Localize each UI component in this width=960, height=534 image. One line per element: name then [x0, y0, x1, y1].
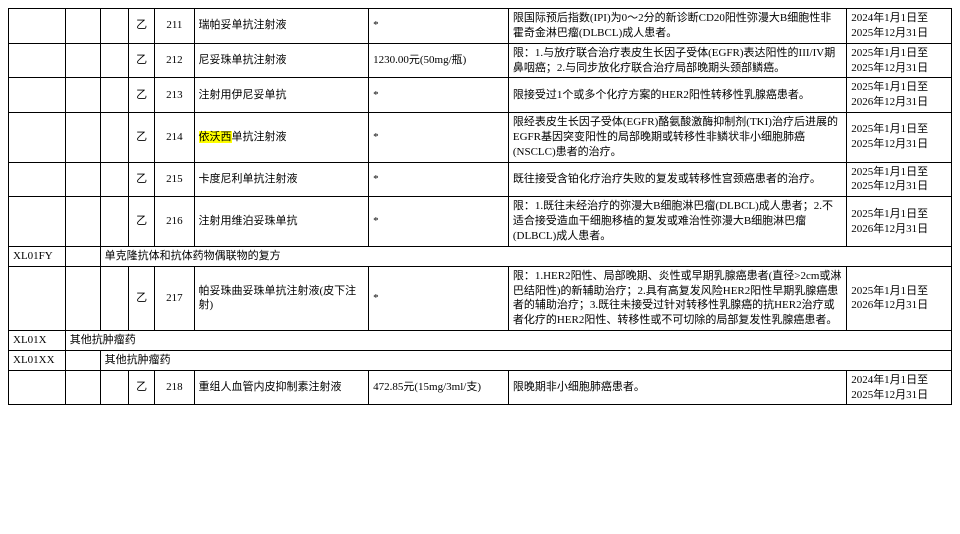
- drug-number: 211: [155, 9, 194, 44]
- cell-empty: [65, 266, 100, 330]
- drug-price: *: [369, 266, 509, 330]
- drug-catalog-table: 乙211瑞帕妥单抗注射液*限国际预后指数(IPI)为0～2分的新诊断CD20阳性…: [8, 8, 952, 405]
- drug-price: *: [369, 197, 509, 247]
- drug-validity-date: 2024年1月1日至2025年12月31日: [847, 370, 952, 405]
- cell-empty: [65, 370, 100, 405]
- drug-restriction: 限：1.与放疗联合治疗表皮生长因子受体(EGFR)表达阳性的III/IV期鼻咽癌…: [508, 43, 846, 78]
- drug-class: 乙: [129, 9, 155, 44]
- cell-empty: [65, 78, 100, 113]
- drug-name: 卡度尼利单抗注射液: [194, 162, 369, 197]
- drug-number: 213: [155, 78, 194, 113]
- drug-validity-date: 2025年1月1日至2026年12月31日: [847, 78, 952, 113]
- cell-empty: [100, 266, 128, 330]
- drug-number: 218: [155, 370, 194, 405]
- cell-empty: [9, 266, 66, 330]
- section-label: 单克隆抗体和抗体药物偶联物的复方: [100, 246, 951, 266]
- cell-empty: [100, 197, 128, 247]
- table-row: 乙212尼妥珠单抗注射液1230.00元(50mg/瓶)限：1.与放疗联合治疗表…: [9, 43, 952, 78]
- drug-class: 乙: [129, 370, 155, 405]
- table-row: 乙218重组人血管内皮抑制素注射液472.85元(15mg/3ml/支)限晚期非…: [9, 370, 952, 405]
- drug-restriction: 限经表皮生长因子受体(EGFR)酪氨酸激酶抑制剂(TKI)治疗后进展的EGFR基…: [508, 113, 846, 163]
- drug-class: 乙: [129, 78, 155, 113]
- drug-validity-date: 2025年1月1日至2026年12月31日: [847, 197, 952, 247]
- cell-empty: [65, 9, 100, 44]
- drug-restriction: 限晚期非小细胞肺癌患者。: [508, 370, 846, 405]
- drug-validity-date: 2025年1月1日至2025年12月31日: [847, 113, 952, 163]
- table-row: XL01FY 单克隆抗体和抗体药物偶联物的复方: [9, 246, 952, 266]
- drug-number: 217: [155, 266, 194, 330]
- drug-class: 乙: [129, 266, 155, 330]
- cell-empty: [9, 9, 66, 44]
- table-row: 乙216注射用维泊妥珠单抗*限：1.既往未经治疗的弥漫大B细胞淋巴瘤(DLBCL…: [9, 197, 952, 247]
- cell-empty: [9, 113, 66, 163]
- drug-restriction: 限：1.HER2阳性、局部晚期、炎性或早期乳腺癌患者(直径>2cm或淋巴结阳性)…: [508, 266, 846, 330]
- table-row: XL01XX 其他抗肿瘤药: [9, 350, 952, 370]
- cell-empty: [65, 43, 100, 78]
- drug-restriction: 既往接受含铂化疗治疗失败的复发或转移性宫颈癌患者的治疗。: [508, 162, 846, 197]
- section-code: XL01FY: [9, 246, 66, 266]
- section-code: XL01XX: [9, 350, 66, 370]
- cell-empty: [65, 197, 100, 247]
- drug-name: 帕妥珠曲妥珠单抗注射液(皮下注射): [194, 266, 369, 330]
- cell-empty: [100, 9, 128, 44]
- table-row: 乙217帕妥珠曲妥珠单抗注射液(皮下注射)*限：1.HER2阳性、局部晚期、炎性…: [9, 266, 952, 330]
- table-row: 乙214依沃西单抗注射液*限经表皮生长因子受体(EGFR)酪氨酸激酶抑制剂(TK…: [9, 113, 952, 163]
- drug-validity-date: 2024年1月1日至2025年12月31日: [847, 9, 952, 44]
- table-row: 乙215卡度尼利单抗注射液*既往接受含铂化疗治疗失败的复发或转移性宫颈癌患者的治…: [9, 162, 952, 197]
- drug-name-suffix: 单抗注射液: [232, 131, 287, 143]
- drug-restriction: 限接受过1个或多个化疗方案的HER2阳性转移性乳腺癌患者。: [508, 78, 846, 113]
- drug-name: 注射用维泊妥珠单抗: [194, 197, 369, 247]
- drug-price: *: [369, 9, 509, 44]
- drug-class: 乙: [129, 197, 155, 247]
- drug-number: 215: [155, 162, 194, 197]
- drug-restriction: 限国际预后指数(IPI)为0～2分的新诊断CD20阳性弥漫大B细胞性非霍奇金淋巴…: [508, 9, 846, 44]
- table-row: XL01X其他抗肿瘤药: [9, 331, 952, 351]
- drug-class: 乙: [129, 113, 155, 163]
- drug-validity-date: 2025年1月1日至2025年12月31日: [847, 43, 952, 78]
- drug-price: 472.85元(15mg/3ml/支): [369, 370, 509, 405]
- drug-class: 乙: [129, 162, 155, 197]
- drug-number: 214: [155, 113, 194, 163]
- drug-name: 尼妥珠单抗注射液: [194, 43, 369, 78]
- section-label: 其他抗肿瘤药: [100, 350, 951, 370]
- drug-class: 乙: [129, 43, 155, 78]
- table-row: 乙211瑞帕妥单抗注射液*限国际预后指数(IPI)为0～2分的新诊断CD20阳性…: [9, 9, 952, 44]
- cell-empty: [9, 43, 66, 78]
- section-code: XL01X: [9, 331, 66, 351]
- highlighted-text: 依沃西: [199, 131, 232, 143]
- table-row: 乙213注射用伊尼妥单抗*限接受过1个或多个化疗方案的HER2阳性转移性乳腺癌患…: [9, 78, 952, 113]
- cell-empty: [65, 113, 100, 163]
- cell-empty: [9, 197, 66, 247]
- section-label: 其他抗肿瘤药: [65, 331, 951, 351]
- drug-number: 216: [155, 197, 194, 247]
- drug-number: 212: [155, 43, 194, 78]
- drug-validity-date: 2025年1月1日至2025年12月31日: [847, 162, 952, 197]
- drug-price: 1230.00元(50mg/瓶): [369, 43, 509, 78]
- cell-empty: [9, 370, 66, 405]
- cell-empty: [9, 78, 66, 113]
- drug-name: 瑞帕妥单抗注射液: [194, 9, 369, 44]
- drug-name: 依沃西单抗注射液: [194, 113, 369, 163]
- cell-empty: [65, 162, 100, 197]
- cell-empty: [65, 246, 100, 266]
- cell-empty: [9, 162, 66, 197]
- drug-name: 注射用伊尼妥单抗: [194, 78, 369, 113]
- drug-price: *: [369, 78, 509, 113]
- cell-empty: [100, 113, 128, 163]
- drug-price: *: [369, 113, 509, 163]
- drug-validity-date: 2025年1月1日至2026年12月31日: [847, 266, 952, 330]
- cell-empty: [100, 162, 128, 197]
- drug-price: *: [369, 162, 509, 197]
- drug-restriction: 限：1.既往未经治疗的弥漫大B细胞淋巴瘤(DLBCL)成人患者；2.不适合接受造…: [508, 197, 846, 247]
- cell-empty: [100, 78, 128, 113]
- cell-empty: [100, 43, 128, 78]
- cell-empty: [100, 370, 128, 405]
- drug-name: 重组人血管内皮抑制素注射液: [194, 370, 369, 405]
- cell-empty: [65, 350, 100, 370]
